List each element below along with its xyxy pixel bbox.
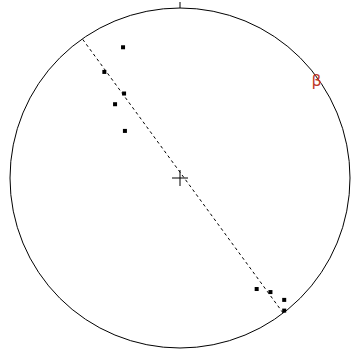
svg-text:β: β — [311, 71, 321, 90]
